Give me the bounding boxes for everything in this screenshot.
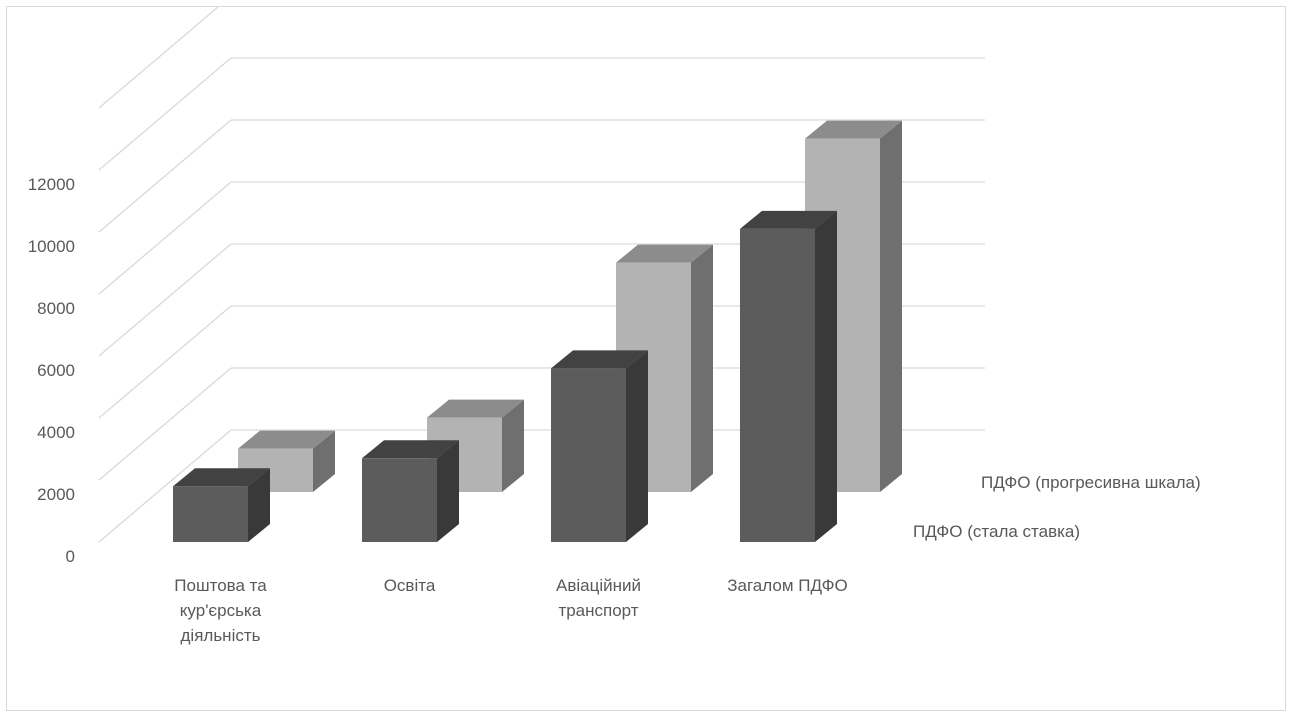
chart-area: 0 2000 4000 6000 8000 10000 12000 Поштова та ку… <box>6 6 1286 711</box>
bar-progressive-top <box>805 120 902 139</box>
category-label: Поштова та кур'єрська діяльність <box>174 576 267 645</box>
bar-fixed-side <box>626 350 648 542</box>
series-axis-labels: ПДФО (стала ставка) ПДФО (прогресивна шка… <box>913 473 1201 541</box>
bar-fixed-front <box>362 458 437 542</box>
y-tick-label: 8000 <box>37 299 75 318</box>
y-tick-label: 0 <box>66 547 75 566</box>
bar-progressive-side <box>313 430 335 492</box>
gridline-side <box>98 57 232 171</box>
y-tick-label: 10000 <box>28 237 75 256</box>
bar-progressive-side <box>880 120 902 492</box>
bar-fixed-top <box>173 468 270 487</box>
gridline-side <box>98 119 232 233</box>
gridline-side <box>98 243 232 357</box>
series-label-fixed: ПДФО (стала ставка) <box>913 522 1080 541</box>
y-tick-label: 12000 <box>28 175 75 194</box>
bar-fixed-front <box>173 486 248 542</box>
category-label: Освіта <box>384 576 436 595</box>
category-label: Загалом ПДФО <box>727 576 848 595</box>
y-tick-label: 4000 <box>37 423 75 442</box>
bar-progressive-top <box>427 399 524 418</box>
bar-fixed-top <box>740 210 837 229</box>
bar-progressive-side <box>691 244 713 492</box>
bar-progressive-side <box>502 399 524 492</box>
bar-progressive-top <box>616 244 713 263</box>
bar-fixed-top <box>551 350 648 369</box>
bar-fixed-side <box>437 440 459 542</box>
bar-chart-3d: 0 2000 4000 6000 8000 10000 12000 Поштова та ку… <box>28 7 1201 645</box>
gridline-side <box>98 367 232 481</box>
series-label-progressive: ПДФО (прогресивна шкала) <box>981 473 1201 492</box>
y-axis-tick-labels: 0 2000 4000 6000 8000 10000 12000 <box>28 175 75 566</box>
bar-fixed-front <box>551 368 626 542</box>
gridline-side <box>98 305 232 419</box>
category-label: Авіаційний транспорт <box>556 576 641 620</box>
gridline-side <box>98 181 232 295</box>
category-axis-labels: Поштова та кур'єрська діяльність Освіта Авіа… <box>174 576 847 645</box>
bar-progressive-top <box>238 430 335 449</box>
bar-fixed-side <box>815 210 837 542</box>
y-tick-label: 2000 <box>37 485 75 504</box>
gridline-side <box>98 429 232 543</box>
gridline-side <box>98 7 220 109</box>
y-tick-label: 6000 <box>37 361 75 380</box>
bar-fixed-side <box>248 468 270 542</box>
bar-fixed-front <box>740 228 815 542</box>
bar-fixed-top <box>362 440 459 459</box>
series-front-bars <box>173 210 837 542</box>
